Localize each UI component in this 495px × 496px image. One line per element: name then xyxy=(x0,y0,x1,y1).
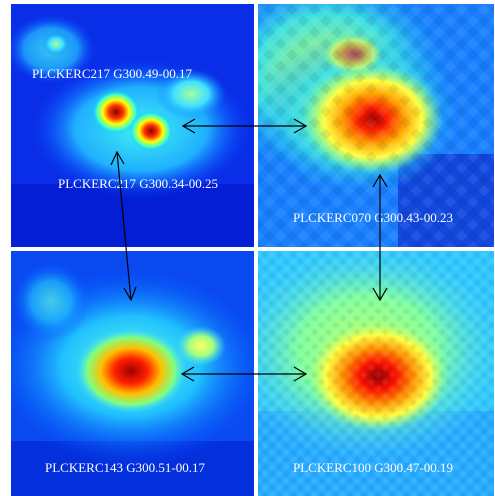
panel-bottom-right: PLCKERC100 G300.47-00.19 xyxy=(258,251,494,496)
panel-top-right: PLCKERC070 G300.43-00.23 xyxy=(258,4,494,247)
panel-bottom-left: PLCKERC143 G300.51-00.17 xyxy=(11,251,254,496)
source-label: PLCKERC217 G300.34-00.25 xyxy=(58,176,218,191)
source-label: PLCKERC100 G300.47-00.19 xyxy=(293,460,453,475)
source-label: PLCKERC143 G300.51-00.17 xyxy=(45,460,205,475)
source-label: PLCKERC070 G300.43-00.23 xyxy=(293,210,453,225)
source-label: PLCKERC217 G300.49-00.17 xyxy=(32,66,192,81)
panel-top-left: PLCKERC217 G300.49-00.17 PLCKERC217 G300… xyxy=(11,4,254,247)
